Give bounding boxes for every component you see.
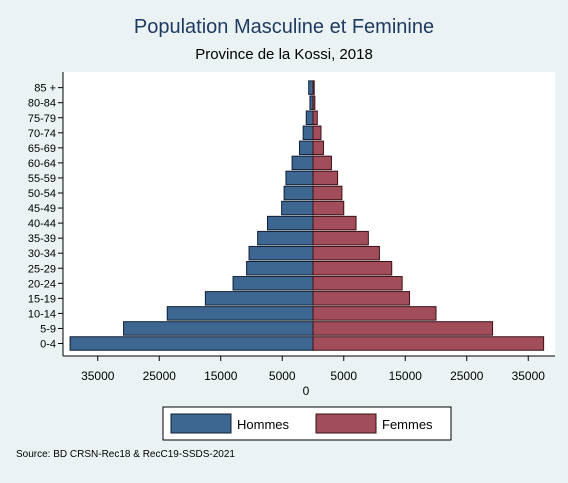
bar-femmes: [312, 276, 403, 291]
bar-femmes: [312, 245, 380, 261]
x-tick-label: 25000: [143, 369, 177, 383]
bar-hommes: [283, 185, 314, 201]
bar-femmes: [312, 261, 393, 276]
bar-hommes: [204, 291, 314, 306]
chart-title: Population Masculine et Feminine: [133, 16, 435, 38]
y-tick-label: 65-69: [28, 143, 56, 155]
bar-femmes: [312, 215, 357, 231]
bar-femmes: [312, 185, 343, 201]
y-tick-label: 20-24: [28, 278, 56, 290]
y-tick-label: 70-74: [28, 128, 56, 140]
bar-femmes: [312, 230, 369, 246]
bar-femmes: [312, 336, 545, 351]
bar-hommes: [69, 336, 314, 351]
y-tick-label: 0-4: [40, 339, 56, 351]
y-tick-label: 30-34: [28, 248, 56, 260]
y-tick-label: 80-84: [28, 98, 56, 110]
x-tick-label: 15000: [389, 369, 423, 383]
x-tick-label: 5000: [330, 369, 357, 383]
source-note: Source: BD CRSN-Rec18 & RecC19-SSDS-2021: [16, 449, 235, 460]
bar-femmes: [312, 200, 345, 216]
bar-femmes: [312, 125, 322, 141]
bar-femmes: [312, 306, 437, 321]
y-tick-label: 35-39: [28, 233, 56, 245]
bar-hommes: [308, 80, 314, 95]
bar-femmes: [312, 155, 332, 171]
x-tick-label: 35000: [81, 369, 115, 383]
y-tick-label: 25-29: [28, 263, 56, 275]
y-tick-label: 85 +: [34, 83, 56, 95]
y-tick-label: 40-44: [28, 218, 56, 230]
bar-femmes: [312, 80, 315, 95]
y-tick-label: 55-59: [28, 173, 56, 185]
bar-hommes: [266, 215, 314, 231]
legend-swatch-hommes: [170, 413, 232, 434]
y-tick-label: 75-79: [28, 113, 56, 125]
x-axis-label: 0: [303, 384, 310, 398]
x-tick-label: 5000: [269, 369, 296, 383]
bar-hommes: [298, 140, 314, 156]
bar-hommes: [281, 200, 314, 216]
bar-femmes: [312, 321, 494, 336]
bar-hommes: [123, 321, 314, 336]
x-tick-label: 25000: [450, 369, 484, 383]
legend-label-hommes: Hommes: [237, 417, 290, 432]
y-tick-label: 5-9: [40, 323, 56, 335]
bar-hommes: [246, 261, 314, 276]
y-tick-label: 10-14: [28, 308, 56, 320]
bar-femmes: [312, 291, 411, 306]
chart-subtitle: Province de la Kossi, 2018: [195, 46, 373, 63]
x-tick-label: 15000: [204, 369, 238, 383]
bar-femmes: [312, 110, 318, 125]
y-tick-label: 60-64: [28, 158, 56, 170]
legend-swatch-femmes: [315, 413, 377, 434]
bar-hommes: [302, 125, 314, 141]
bar-femmes: [312, 170, 339, 186]
bar-hommes: [248, 245, 314, 261]
y-tick-label: 50-54: [28, 188, 56, 200]
bar-femmes: [312, 140, 324, 156]
bar-hommes: [305, 110, 314, 125]
bar-hommes: [232, 276, 314, 291]
bar-hommes: [291, 155, 314, 171]
y-tick-label: 15-19: [28, 293, 56, 305]
bar-hommes: [166, 306, 314, 321]
y-tick-label: 45-49: [28, 203, 56, 215]
bar-hommes: [285, 170, 314, 186]
legend-label-femmes: Femmes: [382, 417, 433, 432]
bar-femmes: [312, 95, 316, 110]
bar-hommes: [257, 230, 314, 246]
x-tick-label: 35000: [512, 369, 546, 383]
